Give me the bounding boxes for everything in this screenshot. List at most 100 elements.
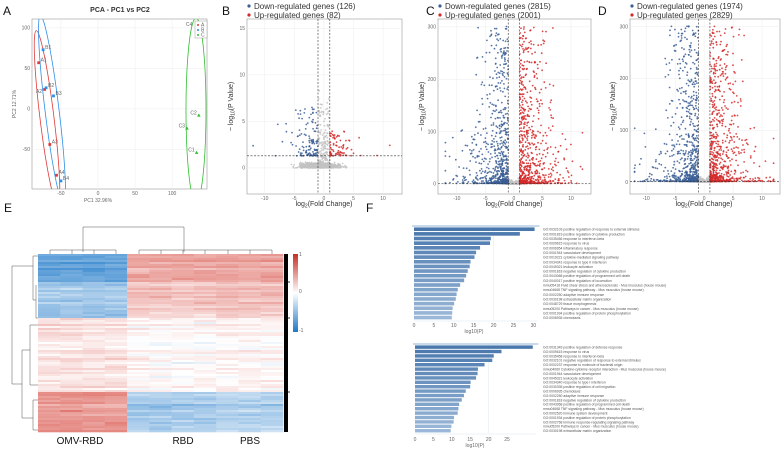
gene-point xyxy=(528,165,531,167)
gene-point xyxy=(742,171,744,174)
gene-point xyxy=(672,176,675,179)
gene-point xyxy=(304,127,307,130)
x-tick-label: -5 xyxy=(673,196,678,202)
gene-point xyxy=(503,167,506,169)
gene-point xyxy=(491,84,493,87)
gene-point xyxy=(727,129,730,132)
gene-point xyxy=(654,128,657,131)
gene-point xyxy=(507,102,509,105)
gene-point xyxy=(534,164,537,167)
gene-point xyxy=(528,166,531,169)
gene-point xyxy=(673,174,676,177)
gene-point xyxy=(664,57,667,60)
gene-point xyxy=(314,152,317,155)
gene-point xyxy=(546,152,549,154)
gene-point xyxy=(477,26,479,29)
gene-point xyxy=(465,167,468,170)
gene-point xyxy=(689,159,692,162)
gene-point xyxy=(678,98,680,101)
gene-point xyxy=(311,164,313,167)
gene-point xyxy=(521,45,523,48)
gene-point xyxy=(634,164,636,167)
gene-point xyxy=(535,73,538,75)
gene-point xyxy=(497,157,499,160)
gene-point xyxy=(694,179,697,182)
gene-point xyxy=(475,161,477,164)
gene-point xyxy=(674,113,677,115)
gene-point xyxy=(695,134,698,137)
gene-point xyxy=(692,166,694,169)
gene-point xyxy=(729,82,732,85)
gene-point xyxy=(503,141,505,144)
gene-point xyxy=(298,148,301,151)
gene-point xyxy=(733,114,736,117)
gene-point xyxy=(304,166,307,169)
gene-point xyxy=(535,158,538,161)
gene-point xyxy=(749,127,752,130)
gene-point xyxy=(485,148,488,151)
gene-point xyxy=(688,45,691,47)
gene-point xyxy=(484,60,487,63)
gene-point xyxy=(688,48,691,51)
gene-point xyxy=(727,149,730,152)
gene-point xyxy=(302,149,305,152)
gene-point xyxy=(352,152,355,155)
gene-point xyxy=(502,171,504,174)
gene-point xyxy=(342,152,344,155)
gene-point xyxy=(323,124,326,127)
gene-point xyxy=(532,43,535,46)
gene-point xyxy=(486,166,488,169)
x-axis-label-subscript: 2 xyxy=(305,204,308,210)
gene-point xyxy=(533,76,536,79)
gene-point xyxy=(545,134,548,137)
gene-point xyxy=(536,77,539,80)
gene-point xyxy=(493,104,495,106)
gene-point xyxy=(752,178,754,181)
gene-point xyxy=(504,145,506,148)
y-tick-label: -50 xyxy=(23,147,30,153)
gene-point xyxy=(722,118,725,121)
gene-point xyxy=(313,142,316,145)
gene-point xyxy=(723,160,726,163)
gene-point xyxy=(537,44,540,47)
gene-point xyxy=(523,86,526,88)
gene-point xyxy=(541,139,544,142)
gene-point xyxy=(684,61,687,64)
gene-point xyxy=(493,145,496,148)
pca-point xyxy=(197,113,201,117)
gene-point xyxy=(501,178,504,181)
gene-point xyxy=(678,162,681,164)
gene-point xyxy=(575,182,578,185)
gene-point xyxy=(506,112,509,115)
gene-point xyxy=(315,142,318,145)
gene-point xyxy=(691,135,693,138)
y-axis-label: PC2 12.71% xyxy=(12,89,18,118)
gene-point xyxy=(689,124,691,126)
gene-point xyxy=(338,135,341,137)
gene-point xyxy=(677,90,679,92)
gene-point xyxy=(318,110,321,112)
gene-point xyxy=(444,150,447,153)
gene-point xyxy=(690,113,693,115)
gene-point xyxy=(536,164,539,167)
gene-point xyxy=(318,89,320,92)
gene-point xyxy=(665,109,668,112)
gene-point xyxy=(506,172,509,175)
gene-point xyxy=(523,61,526,63)
gene-point xyxy=(335,144,337,147)
gene-point xyxy=(690,78,693,81)
gene-point xyxy=(527,50,530,53)
gene-point xyxy=(342,166,345,168)
pca-point-label: A3 xyxy=(52,139,58,145)
gene-point xyxy=(749,155,752,157)
gene-point xyxy=(496,154,499,157)
gene-point xyxy=(505,131,507,134)
gene-point xyxy=(526,113,529,116)
gene-point xyxy=(732,52,734,55)
gene-point xyxy=(690,164,693,167)
gene-point xyxy=(480,172,483,175)
gene-point xyxy=(649,180,652,182)
gene-point xyxy=(476,154,479,157)
gene-point xyxy=(312,166,315,169)
gene-point xyxy=(506,122,508,125)
